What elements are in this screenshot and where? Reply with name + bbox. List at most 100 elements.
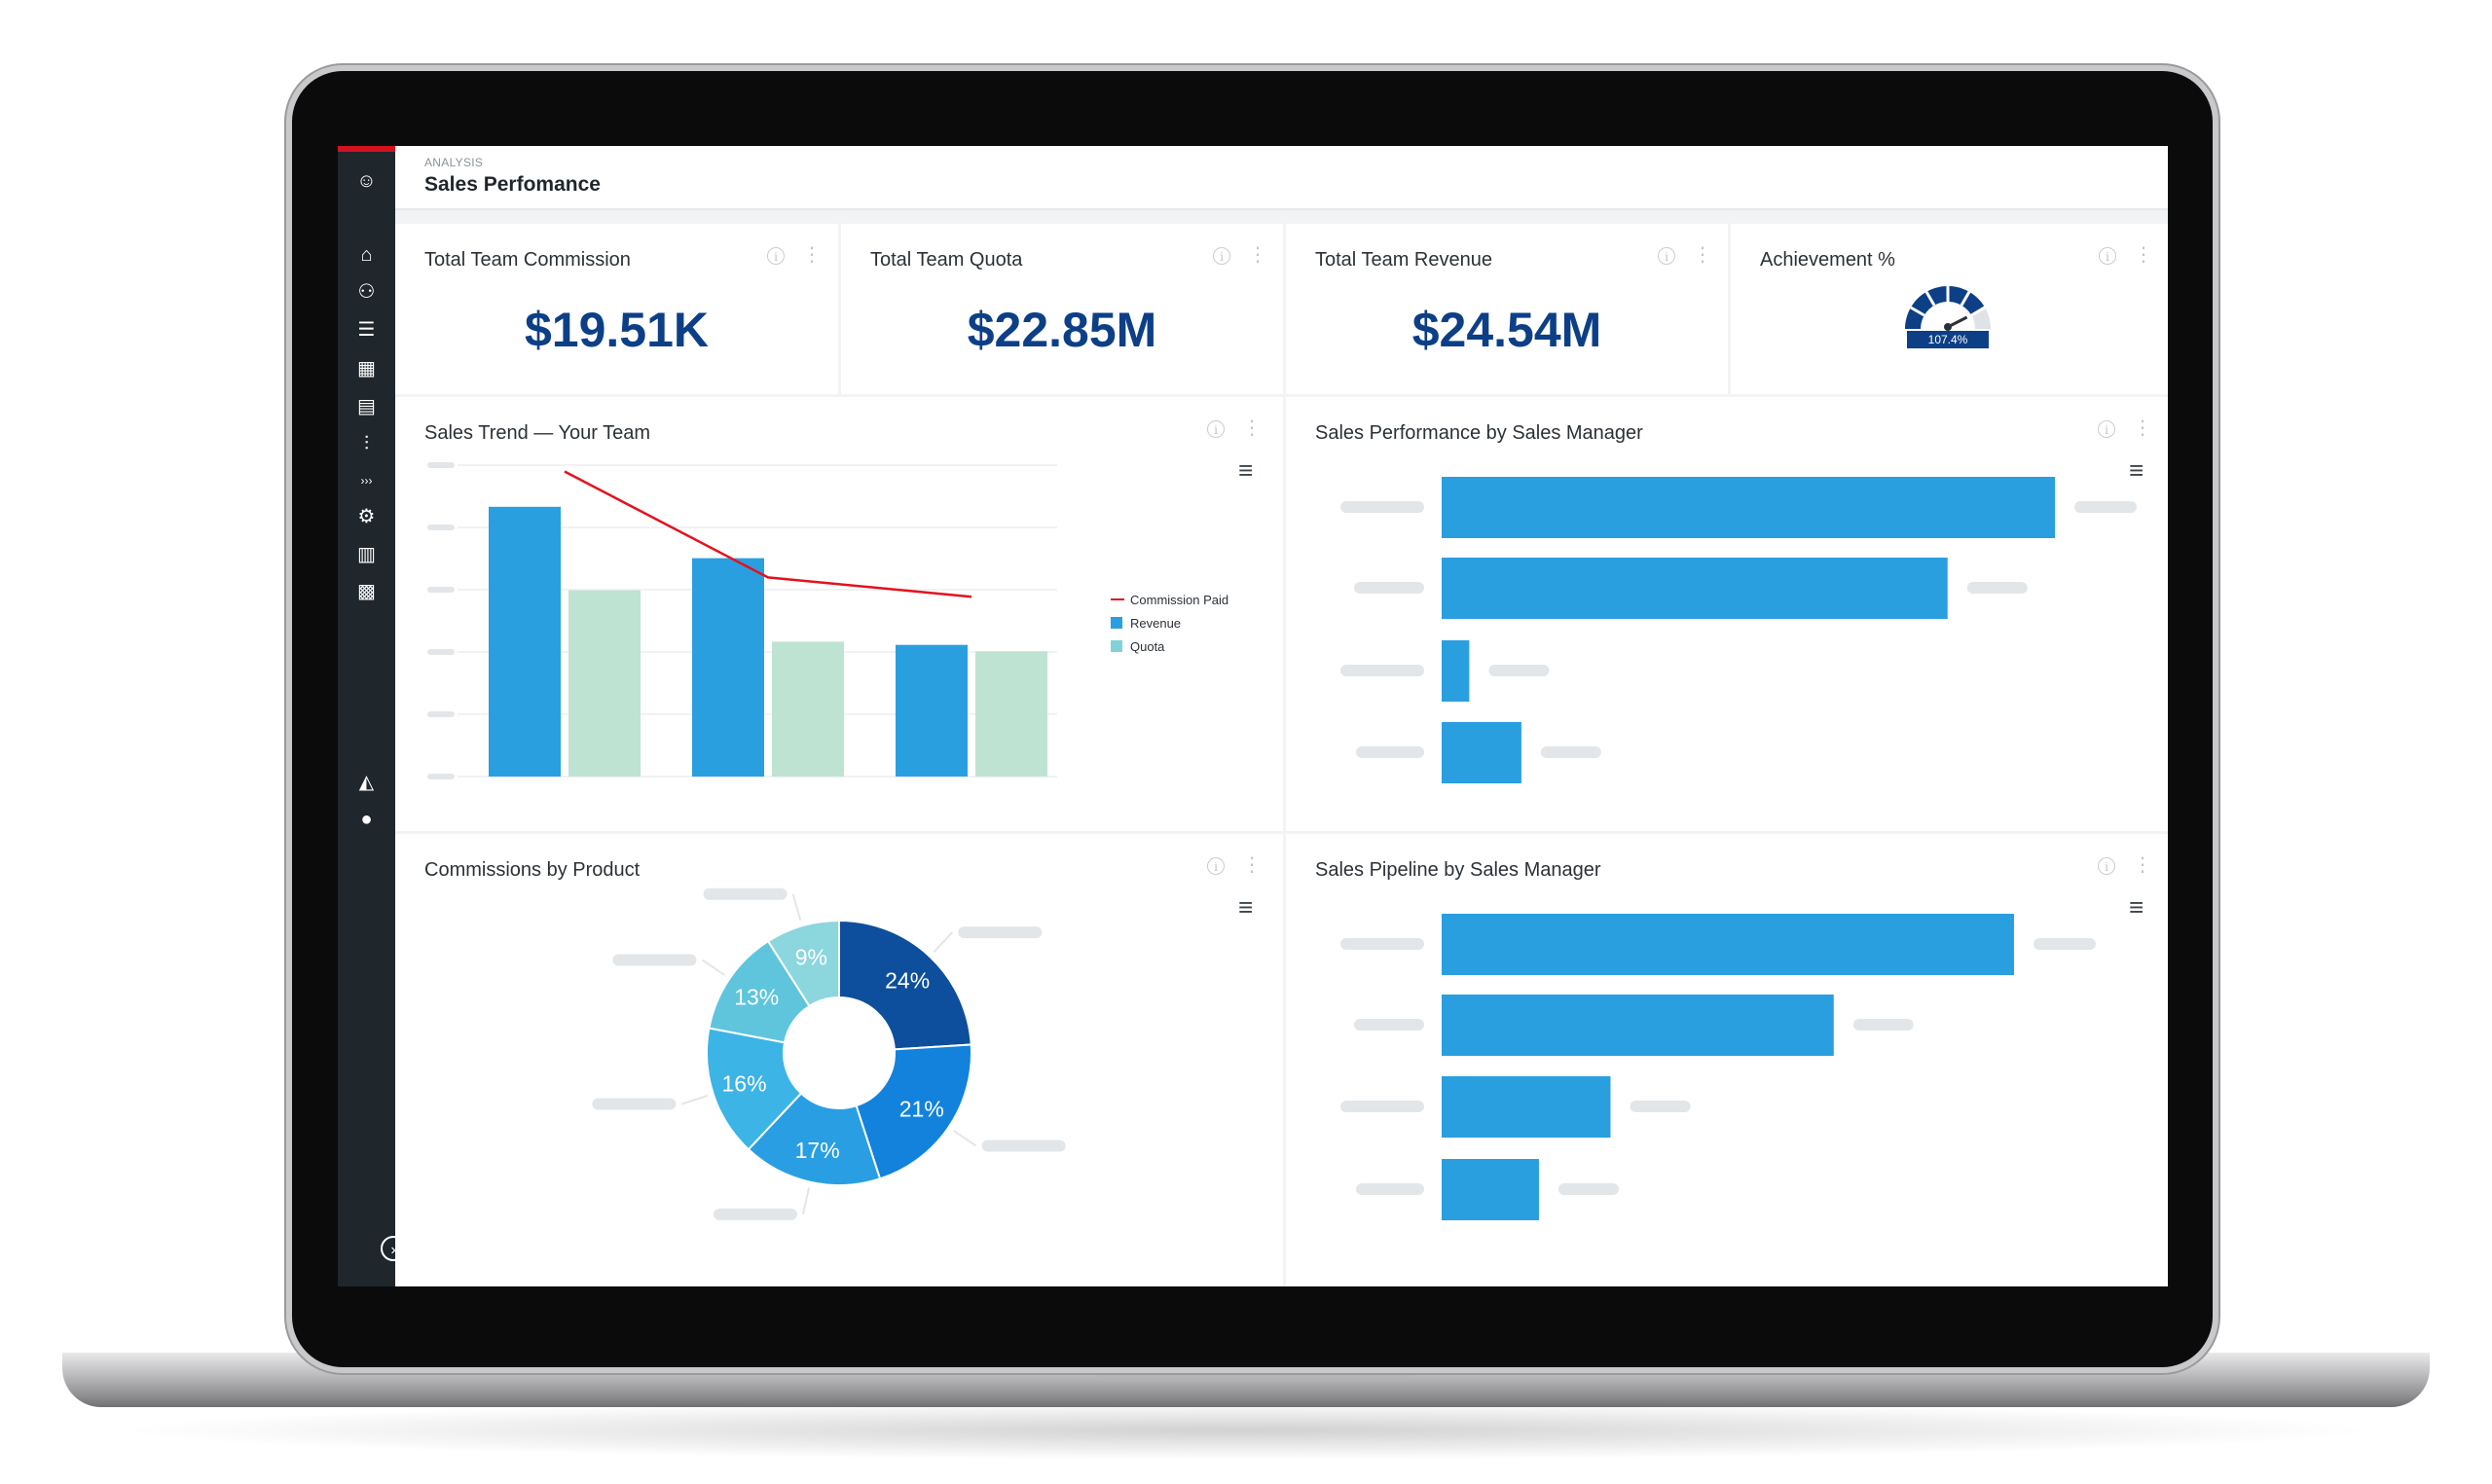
bar bbox=[1442, 914, 2014, 975]
kpi-title: Total Team Commission bbox=[424, 249, 631, 271]
value-label-placeholder bbox=[1540, 746, 1601, 758]
legend-label: Revenue bbox=[1130, 616, 1181, 631]
pie-slice-label: 17% bbox=[795, 1138, 840, 1163]
bar-revenue bbox=[896, 644, 968, 777]
more-icon[interactable]: ››› bbox=[360, 474, 373, 488]
category-label-placeholder bbox=[1340, 1101, 1424, 1112]
bar-quota bbox=[772, 641, 844, 777]
kpi-value: $22.85M bbox=[967, 303, 1157, 357]
leader-line bbox=[801, 1187, 810, 1215]
slice-name-placeholder bbox=[703, 887, 788, 900]
slice-name-placeholder bbox=[981, 1140, 1066, 1152]
value-label-placeholder bbox=[1966, 582, 2028, 594]
category-label-placeholder bbox=[1340, 665, 1424, 676]
home-icon[interactable]: ⌂ bbox=[360, 244, 373, 266]
slice-name-placeholder bbox=[958, 926, 1043, 939]
kebab-menu-icon[interactable]: ⋮ bbox=[802, 244, 822, 266]
category-label-placeholder bbox=[1356, 1183, 1424, 1195]
kebab-menu-icon[interactable]: ⋮ bbox=[2134, 244, 2153, 266]
kpi-card-commission: Total Team Commission i ⋮ $19.51K bbox=[395, 224, 838, 394]
leader-line bbox=[791, 893, 802, 921]
kpi-value: $19.51K bbox=[524, 303, 710, 357]
team-icon[interactable]: ⚇ bbox=[357, 281, 376, 303]
kebab-menu-icon[interactable]: ⋮ bbox=[1248, 244, 1267, 266]
commissions-product-card: Commissions by Product i ⋮ ≡ 24% 21% 17% 16… bbox=[395, 834, 1283, 1286]
bar bbox=[1442, 1076, 1611, 1138]
category-label-placeholder bbox=[1340, 938, 1424, 950]
kebab-menu-icon[interactable]: ⋮ bbox=[1693, 244, 1712, 266]
value-label-placeholder bbox=[1852, 1019, 1914, 1031]
sales-trend-chart: Commission Paid Revenue Quota bbox=[427, 462, 1228, 779]
bell-icon[interactable]: ◭ bbox=[358, 772, 375, 793]
pie-slice bbox=[706, 1027, 803, 1151]
table-icon[interactable]: ▤ bbox=[357, 396, 376, 417]
leader-line bbox=[952, 1129, 977, 1147]
smiley-icon[interactable]: ☺ bbox=[356, 170, 377, 192]
gauge-value-label: 107.4% bbox=[1907, 331, 1989, 348]
sales-trend-card: Sales Trend — Your Team i ⋮ ≡ Commission… bbox=[395, 397, 1283, 831]
clipboard-icon[interactable]: ▥ bbox=[357, 544, 376, 565]
kpi-card-achievement: Achievement % i ⋮ 107.4% bbox=[1731, 224, 2168, 394]
legend-swatch bbox=[1111, 640, 1122, 652]
kpi-card-quota: Total Team Quota i ⋮ $22.85M bbox=[841, 224, 1283, 394]
list-check-icon[interactable]: ☰ bbox=[357, 319, 376, 341]
bar bbox=[1442, 558, 1948, 619]
value-label-placeholder bbox=[2074, 501, 2137, 513]
category-label-placeholder bbox=[1340, 501, 1424, 513]
manager-performance-card: Sales Performance by Sales Manager i ⋮ ≡ bbox=[1286, 397, 2168, 831]
y-tick-placeholder bbox=[427, 462, 455, 468]
bar bbox=[1442, 477, 2055, 538]
kpi-title: Achievement % bbox=[1760, 249, 1895, 271]
pie-slice bbox=[838, 919, 972, 1051]
category-label-placeholder bbox=[1354, 1019, 1424, 1031]
hamburger-menu-icon[interactable]: ≡ bbox=[1238, 455, 1254, 485]
info-icon[interactable]: i bbox=[767, 247, 785, 265]
search-gear-icon[interactable]: ⚙ bbox=[357, 506, 376, 527]
pie-slice-label: 9% bbox=[795, 945, 827, 970]
info-icon[interactable]: i bbox=[1207, 420, 1225, 438]
slice-name-placeholder bbox=[612, 954, 697, 966]
category-label-placeholder bbox=[1356, 746, 1424, 758]
calculator-icon[interactable]: ▦ bbox=[357, 358, 376, 380]
bar bbox=[1442, 1159, 1539, 1220]
breadcrumb[interactable]: ANALYSIS bbox=[424, 156, 484, 169]
kebab-menu-icon[interactable]: ⋮ bbox=[1242, 854, 1262, 876]
value-label-placeholder bbox=[1488, 665, 1550, 676]
slice-name-placeholder bbox=[592, 1098, 677, 1110]
category-label-placeholder bbox=[1354, 582, 1424, 594]
gauge-segment-divider bbox=[1924, 291, 1936, 307]
hamburger-menu-icon[interactable]: ≡ bbox=[2129, 455, 2144, 485]
bar bbox=[1442, 722, 1521, 783]
hamburger-menu-icon[interactable]: ≡ bbox=[1238, 892, 1254, 922]
y-tick-placeholder bbox=[427, 649, 455, 655]
kpi-title: Total Team Quota bbox=[870, 249, 1023, 271]
line-commission bbox=[564, 470, 972, 598]
kpi-value: $24.54M bbox=[1411, 303, 1602, 357]
sliders-icon[interactable]: ⫶ bbox=[364, 433, 369, 454]
chart-title: Sales Performance by Sales Manager bbox=[1315, 422, 1643, 444]
bar bbox=[1442, 640, 1470, 702]
info-icon[interactable]: i bbox=[1658, 247, 1675, 265]
bar-quota bbox=[568, 590, 641, 777]
app-screen: ☺ ⌂ ⚇ ☰ ▦ ▤ ⫶ ››› ⚙ ▥ ▩ ◭ ● › ANALYSIS Sales Perfoma… bbox=[338, 146, 2168, 1286]
info-icon[interactable]: i bbox=[2099, 247, 2116, 265]
kpi-title: Total Team Revenue bbox=[1315, 249, 1492, 271]
info-icon[interactable]: i bbox=[2098, 857, 2115, 875]
info-icon[interactable]: i bbox=[1207, 857, 1225, 875]
pie-slice bbox=[855, 1043, 972, 1180]
value-label-placeholder bbox=[1630, 1101, 1691, 1112]
pie-slice-label: 24% bbox=[885, 967, 930, 993]
user-icon[interactable]: ● bbox=[360, 809, 373, 830]
pie-slice-label: 21% bbox=[899, 1097, 944, 1122]
y-tick-placeholder bbox=[427, 587, 455, 593]
hamburger-menu-icon[interactable]: ≡ bbox=[2129, 892, 2144, 922]
kebab-menu-icon[interactable]: ⋮ bbox=[2133, 854, 2152, 876]
kebab-menu-icon[interactable]: ⋮ bbox=[2133, 417, 2152, 439]
commissions-product-chart: 24% 21% 17% 16% 13% 9% bbox=[592, 887, 1066, 1220]
dashboard-add-icon[interactable]: ▩ bbox=[357, 581, 376, 602]
info-icon[interactable]: i bbox=[1213, 247, 1230, 265]
manager-performance-chart bbox=[1340, 477, 2137, 783]
pipeline-card: Sales Pipeline by Sales Manager i ⋮ ≡ bbox=[1286, 834, 2168, 1286]
info-icon[interactable]: i bbox=[2098, 420, 2115, 438]
kebab-menu-icon[interactable]: ⋮ bbox=[1242, 417, 1262, 439]
